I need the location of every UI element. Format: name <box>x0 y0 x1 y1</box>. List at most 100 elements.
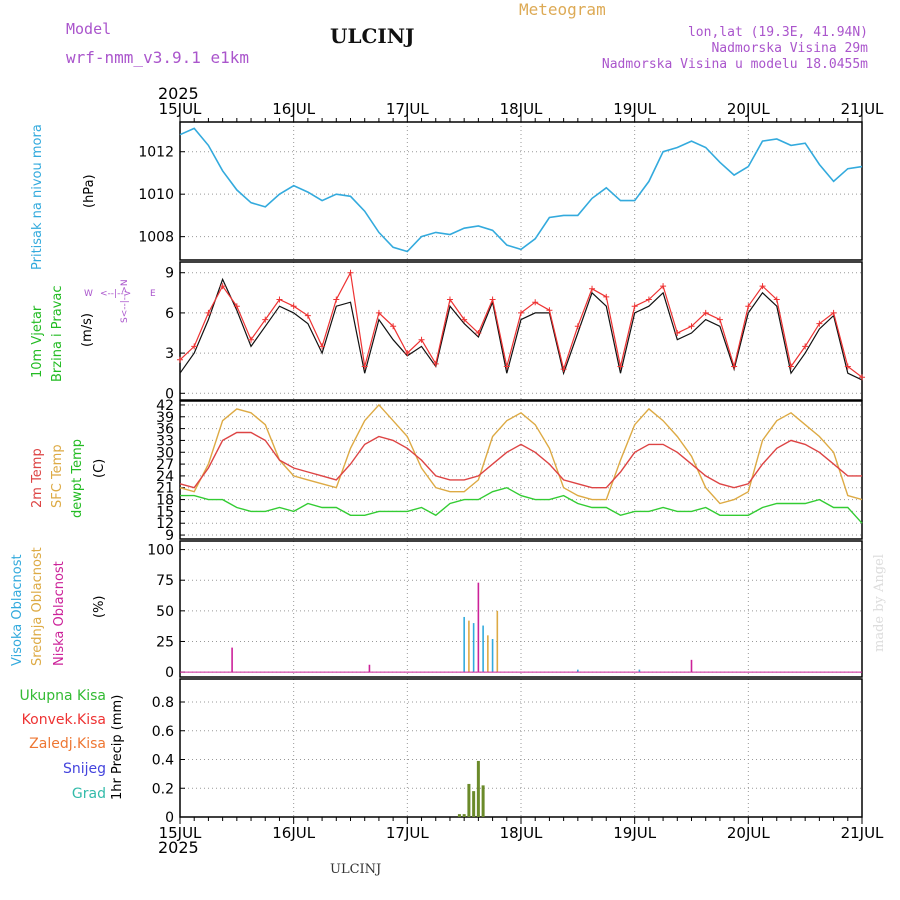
year-bottom: 2025 <box>158 838 199 857</box>
lonlat-label: lon,lat (19.3E, 41.94N) <box>687 25 868 40</box>
y-tick-label: 30 <box>156 445 174 461</box>
wind-gust-marker <box>503 363 510 370</box>
y-tick-label: 100 <box>147 543 174 559</box>
panel-frame <box>179 261 863 401</box>
y-tick-label: 25 <box>156 634 174 650</box>
y-tick-label: 18 <box>156 493 174 509</box>
wind-gust-marker <box>418 336 425 343</box>
y-tick-label: 12 <box>156 516 174 532</box>
y-tick-label: 75 <box>156 573 174 589</box>
wind-gust-marker <box>461 316 468 323</box>
wind-gust-marker <box>191 343 198 350</box>
wind-gust-marker <box>631 303 638 310</box>
wind-gust-marker <box>233 303 240 310</box>
panel-frame <box>179 400 863 540</box>
station-title: ULCINJ <box>330 24 415 48</box>
wind-gust-marker <box>390 323 397 330</box>
wind-gust-marker <box>361 363 368 370</box>
wind-speed-line <box>179 277 863 381</box>
precip-bar <box>467 783 471 817</box>
wind-gust-marker <box>645 296 652 303</box>
x-tick-label-top: 17JUL <box>386 100 429 118</box>
wind-gust-marker <box>759 283 766 290</box>
wind-gust-marker <box>432 360 439 367</box>
x-tick-label-bottom: 20JUL <box>727 824 770 842</box>
wind-gust-marker <box>702 309 709 316</box>
year-top: 2025 <box>158 84 199 103</box>
wind-gust-line <box>179 270 863 378</box>
wind-gust-marker <box>518 309 524 316</box>
x-tick-label-bottom: 21JUL <box>841 824 884 842</box>
t2m-temp-line <box>179 431 862 489</box>
y-tick-label: 1012 <box>138 145 174 161</box>
wind-gust-marker <box>375 309 382 316</box>
altitude-label: Nadmorska Visina 29m <box>711 41 868 56</box>
dewpoint-line <box>180 486 863 524</box>
y-tick-label: 33 <box>156 433 174 449</box>
wind-gust-marker <box>560 366 567 373</box>
precip-bar <box>476 760 480 817</box>
precip-bar <box>457 814 461 817</box>
y-tick-label: 39 <box>156 410 174 426</box>
pressure-line <box>179 127 863 253</box>
wind-gust-marker <box>830 309 837 316</box>
x-tick-label-top: 15JUL <box>159 100 202 118</box>
y-tick-label: 36 <box>156 422 174 438</box>
wind-gust-marker <box>290 303 297 310</box>
y-tick-label: 1008 <box>138 230 174 246</box>
wind-gust-marker <box>219 283 226 290</box>
legend-freezing-rain: Zaledj.Kisa <box>29 736 106 752</box>
model-altitude-label: Nadmorska Visina u modelu 18.0455m <box>601 57 868 72</box>
wind-gust-marker <box>304 312 311 319</box>
x-tick-label-top: 21JUL <box>841 100 884 118</box>
wind-gust-marker <box>446 296 453 303</box>
compass-west: W <box>84 289 93 299</box>
y-tick-label: 50 <box>156 604 174 620</box>
legend-convective-rain: Konvek.Kisa <box>21 712 106 728</box>
wind-gust-marker <box>248 336 255 343</box>
wind-gust-marker <box>205 309 212 316</box>
precip-bar <box>472 791 476 817</box>
wind-gust-marker <box>745 303 752 310</box>
precip-bar <box>462 814 466 817</box>
wind-gust-marker <box>716 316 723 323</box>
wind-gust-marker <box>262 316 269 323</box>
model-label: Model <box>66 20 112 38</box>
y-tick-label: 1010 <box>138 187 174 203</box>
precip-bar <box>481 785 485 817</box>
wind-gust-marker <box>475 330 482 337</box>
model-name: wrf-nmm_v3.9.1 e1km <box>66 48 250 67</box>
wind-gust-marker <box>802 343 809 350</box>
y-tick-label: 0 <box>165 810 174 826</box>
sfc-temp-line <box>179 403 863 505</box>
wind-gust-marker <box>816 320 823 327</box>
wind-gust-marker <box>589 285 596 292</box>
wind-gust-marker <box>347 269 354 276</box>
y-tick-label: 6 <box>165 306 174 322</box>
wind-gust-marker <box>333 296 340 303</box>
y-tick-label: 21 <box>156 481 174 497</box>
legend-total-rain: Ukupna Kisa <box>19 688 106 704</box>
x-tick-label-bottom: 16JUL <box>272 824 315 842</box>
y-tick-label: 3 <box>165 346 174 362</box>
x-tick-label-bottom: 19JUL <box>613 824 656 842</box>
y-tick-label: 0.4 <box>152 753 174 769</box>
x-tick-label-bottom: 15JUL <box>159 824 202 842</box>
x-tick-label-top: 16JUL <box>272 100 315 118</box>
panel-frame <box>179 540 863 678</box>
wind-gust-marker <box>660 283 667 290</box>
wind-gust-marker <box>603 293 610 300</box>
y-tick-label: 42 <box>156 398 174 414</box>
wind-gust-marker <box>489 296 496 303</box>
y-tick-label: 27 <box>156 457 174 473</box>
y-tick-label: 0.8 <box>152 695 174 711</box>
y-tick-label: 0.6 <box>152 724 174 740</box>
wind-gust-marker <box>617 363 624 370</box>
wind-gust-marker <box>859 374 865 381</box>
meteogram-title: Meteogram <box>519 0 606 19</box>
legend-snow: Snijeg <box>62 761 106 777</box>
wind-gust-marker <box>319 343 326 350</box>
wind-gust-marker <box>731 363 738 370</box>
